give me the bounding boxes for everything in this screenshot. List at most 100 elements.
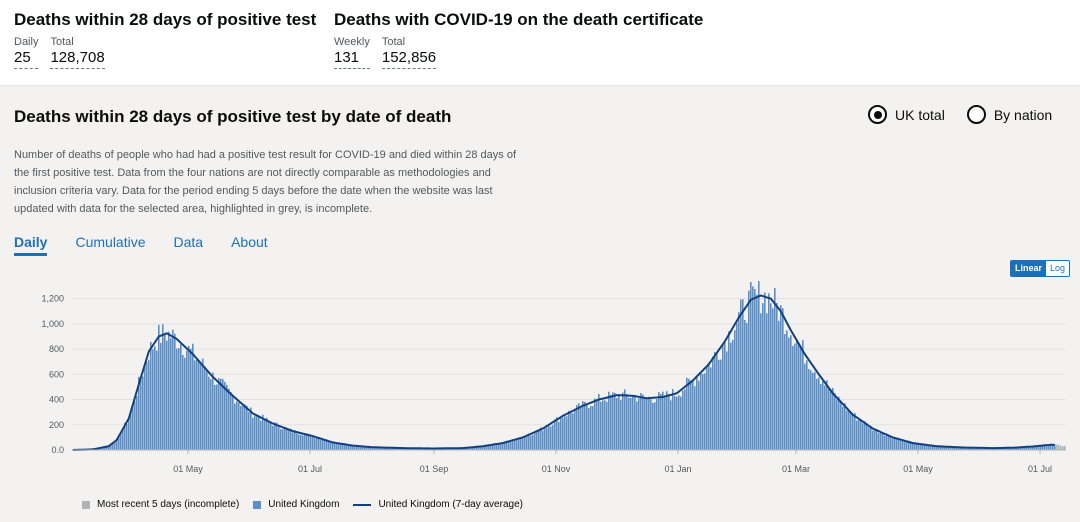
bar: [972, 447, 974, 450]
bar: [692, 379, 694, 450]
bar: [334, 443, 336, 450]
deaths-chart[interactable]: 0.0 200 400 600 800 1,000 1,200 01 May 01 Jul 01 …: [0, 86, 1080, 522]
bar: [316, 438, 318, 450]
bar: [284, 426, 286, 450]
bar: [966, 447, 968, 450]
bar: [796, 340, 798, 450]
bar: [1016, 447, 1018, 450]
log-scale-button[interactable]: Log: [1046, 261, 1070, 276]
bar: [520, 437, 522, 450]
bar: [254, 415, 256, 450]
bar: [736, 323, 738, 450]
bar: [756, 294, 758, 450]
bar: [936, 446, 938, 450]
bar: [604, 400, 606, 450]
tab-daily[interactable]: Daily: [14, 234, 48, 256]
radio-checked-icon[interactable]: [868, 105, 887, 124]
bar: [180, 344, 182, 450]
bar: [282, 429, 284, 450]
chart-card-title: Deaths within 28 days of positive test b…: [14, 107, 452, 126]
x-tick-label: 01 Jan: [664, 464, 691, 474]
bar: [226, 384, 228, 450]
bar: [618, 394, 620, 450]
bar: [1032, 446, 1034, 450]
bar: [1052, 444, 1054, 450]
radio-uk-total[interactable]: UK total: [868, 105, 945, 124]
bar: [526, 435, 528, 450]
bar: [212, 372, 214, 450]
bar: [162, 324, 164, 450]
bar: [968, 447, 970, 450]
bar: [102, 447, 104, 450]
bar: [266, 417, 268, 450]
chart-tabs: Daily Cumulative Data About: [14, 234, 268, 256]
bar: [490, 444, 492, 450]
bar: [484, 446, 486, 450]
weekly-value[interactable]: 131: [334, 49, 370, 69]
x-tick-label: 01 Mar: [782, 464, 810, 474]
bar: [662, 391, 664, 450]
bar: [838, 396, 840, 450]
bar: [764, 292, 766, 450]
bar: [914, 442, 916, 450]
bar: [814, 371, 816, 450]
radio-unchecked-icon[interactable]: [966, 105, 986, 124]
bar: [548, 425, 550, 450]
bar: [908, 441, 910, 450]
bar: [1008, 447, 1010, 450]
bar: [678, 395, 680, 450]
bar: [510, 440, 512, 450]
bar: [528, 435, 530, 450]
bar: [714, 352, 716, 450]
bar: [108, 446, 110, 450]
bar: [906, 440, 908, 450]
bar: [626, 394, 628, 450]
certificate-total-value[interactable]: 152,856: [381, 49, 437, 69]
bar: [614, 392, 616, 450]
bar: [812, 372, 814, 450]
bar: [890, 437, 892, 450]
bar: [286, 427, 288, 450]
bar: [534, 431, 536, 450]
bar: [658, 391, 660, 450]
radio-by-nation-label: By nation: [993, 106, 1053, 123]
tab-cumulative[interactable]: Cumulative: [75, 234, 146, 250]
bar: [312, 436, 314, 450]
bar: [330, 442, 332, 450]
bar: [478, 446, 480, 450]
bar: [1054, 444, 1056, 450]
bar: [378, 447, 380, 450]
bar: [392, 447, 394, 450]
bar: [306, 433, 308, 450]
bar: [944, 446, 946, 450]
bar: [760, 313, 762, 450]
bar: [272, 425, 274, 450]
legend-uk-label: United Kingdom: [268, 499, 340, 510]
bar: [394, 447, 396, 450]
bar: [1024, 447, 1026, 450]
bar: [810, 370, 812, 450]
bar: [200, 364, 202, 450]
daily-value[interactable]: 25: [14, 49, 39, 69]
bar: [896, 438, 898, 450]
bar: [688, 378, 690, 450]
total-value[interactable]: 128,708: [50, 49, 105, 69]
bar: [660, 393, 662, 450]
bar: [844, 403, 846, 450]
tab-about[interactable]: About: [231, 234, 268, 250]
bar: [650, 399, 652, 450]
bar: [608, 391, 610, 450]
tab-data[interactable]: Data: [173, 234, 204, 250]
radio-by-nation[interactable]: By nation: [966, 105, 1053, 124]
bar: [952, 447, 954, 450]
linear-scale-button[interactable]: Linear: [1011, 261, 1047, 276]
bar: [332, 443, 334, 450]
bar: [524, 436, 526, 450]
bar: [280, 429, 282, 450]
scale-toggle: Linear Log: [1010, 260, 1071, 277]
bar: [120, 434, 122, 450]
bar: [592, 406, 594, 450]
bar: [646, 397, 648, 450]
bar: [712, 356, 714, 450]
bar: [826, 380, 828, 450]
